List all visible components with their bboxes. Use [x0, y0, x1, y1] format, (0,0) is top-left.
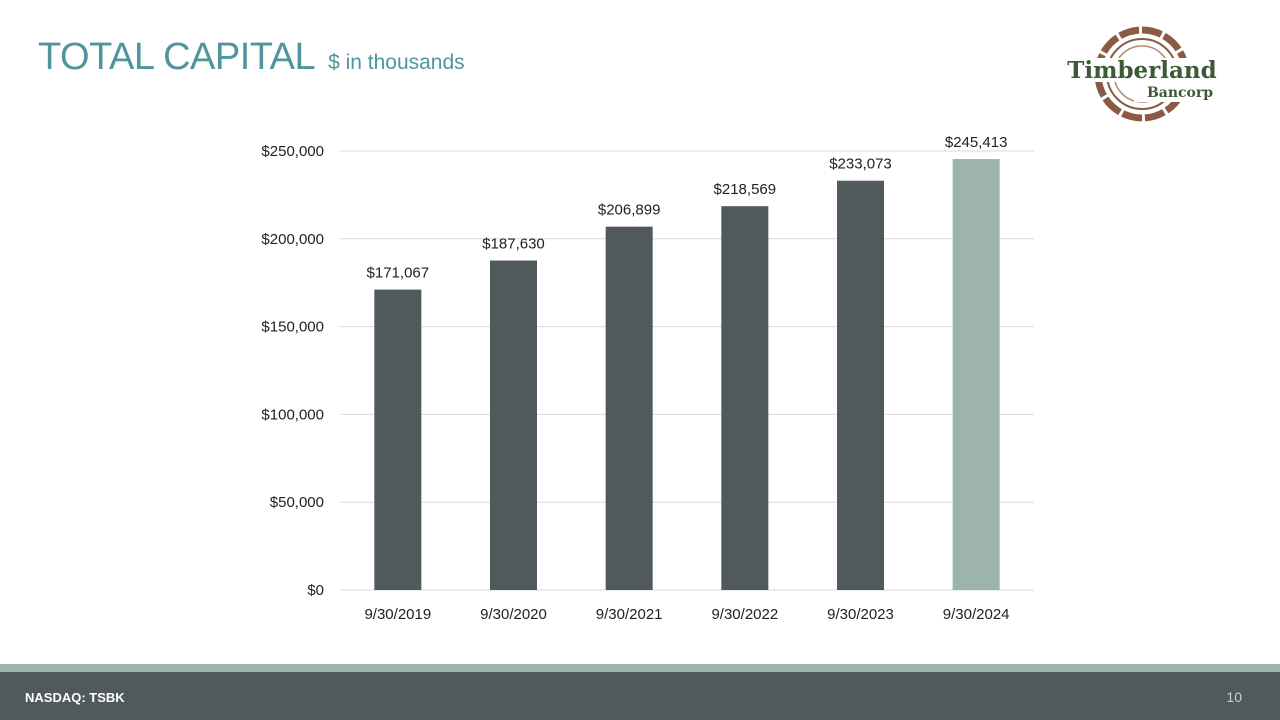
bar-9-30-2019 [374, 289, 422, 590]
data-label: $206,899 [598, 202, 661, 219]
x-tick-label: 9/30/2023 [827, 606, 894, 623]
y-tick-label: $200,000 [261, 231, 324, 248]
logo-subtext: Bancorp [1147, 85, 1213, 101]
data-label: $233,073 [829, 156, 892, 173]
footer-stripe [0, 664, 1280, 672]
x-tick-label: 9/30/2022 [711, 606, 778, 623]
slide-title: TOTAL CAPITAL $ in thousands [38, 38, 465, 76]
y-tick-label: $100,000 [261, 406, 324, 423]
bars [374, 159, 1000, 590]
data-label: $187,630 [482, 236, 545, 253]
y-tick-label: $50,000 [270, 494, 324, 511]
grid-lines [340, 150, 1034, 591]
data-labels: $171,067 $187,630 $206,899 $218,569 $233,073… [367, 134, 1008, 282]
x-tick-label: 9/30/2021 [596, 606, 663, 623]
footer-bar: NASDAQ: TSBK 10 [0, 672, 1280, 720]
x-tick-label: 9/30/2024 [943, 606, 1010, 623]
timberland-logo: Timberland Bancorp [1056, 26, 1228, 122]
y-tick-label: $250,000 [261, 143, 324, 160]
data-label: $218,569 [714, 181, 777, 198]
bar-9-30-2023 [837, 180, 884, 590]
bar-9-30-2021 [605, 226, 653, 590]
data-label: $245,413 [945, 134, 1008, 151]
data-label: $171,067 [367, 265, 430, 282]
x-tick-label: 9/30/2020 [480, 606, 547, 623]
y-tick-label: $150,000 [261, 319, 324, 336]
logo-subtext-backdrop [1134, 82, 1226, 102]
title-units: $ in thousands [328, 51, 465, 74]
logo-text: Timberland [1067, 57, 1216, 84]
title-text: TOTAL CAPITAL [38, 36, 316, 78]
bar-9-30-2024 [952, 159, 1000, 590]
bar-9-30-2022 [721, 206, 769, 590]
footer-ticker: NASDAQ: TSBK [25, 690, 125, 705]
logo-text-backdrop [1056, 58, 1228, 82]
axis-labels: $0 $50,000 $100,000 $150,000 $200,000 $250,00… [261, 143, 1009, 623]
x-tick-label: 9/30/2019 [364, 606, 431, 623]
bar-9-30-2020 [490, 260, 537, 590]
page-number: 10 [1226, 689, 1242, 705]
y-tick-label: $0 [307, 582, 324, 599]
